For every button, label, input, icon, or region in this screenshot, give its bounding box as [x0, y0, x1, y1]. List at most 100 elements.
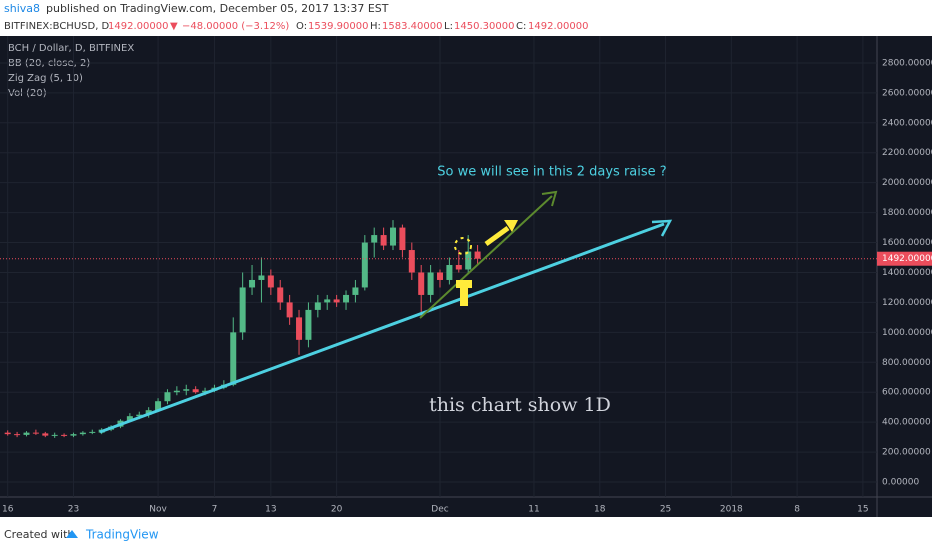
- logo: [66, 530, 78, 538]
- x-tick-label: 2018: [720, 505, 743, 515]
- footer-bg: [0, 517, 932, 550]
- x-tick-label: 25: [660, 505, 671, 515]
- x-tick-label: Nov: [149, 505, 167, 515]
- candle-body: [202, 390, 209, 393]
- last: 1492.00000: [108, 21, 168, 32]
- x-tick-label: 18: [594, 505, 606, 515]
- author[interactable]: shiva8: [4, 2, 40, 15]
- candle-body: [418, 272, 425, 295]
- annotation: this chart show 1D: [429, 394, 611, 416]
- candle-body: [79, 432, 86, 435]
- candle-body: [155, 401, 162, 411]
- candle-body: [145, 410, 152, 415]
- candle-body: [126, 416, 133, 421]
- candle-body: [314, 302, 321, 310]
- y-tick-label: 0.00000: [882, 478, 919, 488]
- candle-body: [258, 275, 265, 280]
- y-tick-label: 2200.00000: [882, 148, 932, 158]
- h: 1583.40000: [382, 21, 442, 32]
- o-label: O:: [296, 21, 307, 32]
- arrow: ▼: [170, 21, 178, 32]
- candle-body: [23, 432, 30, 435]
- x-tick-label: 16: [2, 505, 14, 515]
- candle-body: [192, 389, 199, 393]
- footer-brand[interactable]: TradingView: [85, 528, 159, 542]
- change: −48.00000 (−3.12%): [182, 21, 289, 32]
- y-tick-label: 1400.00000: [882, 268, 932, 278]
- candle-body: [239, 287, 246, 333]
- y-tick-label: 2400.00000: [882, 118, 932, 128]
- x-tick-label: 15: [857, 505, 868, 515]
- candle-body: [267, 275, 274, 288]
- candle-body: [61, 434, 68, 436]
- last-price-label: 1492.00000: [882, 254, 932, 264]
- y-tick-label: 600.00000: [882, 388, 931, 398]
- candle-body: [380, 235, 387, 246]
- candle-body: [42, 433, 49, 436]
- arrow-head: [651, 219, 673, 237]
- x-tick-label: 20: [331, 505, 343, 515]
- candle-body: [136, 414, 143, 417]
- y-tick-label: 1000.00000: [882, 328, 932, 338]
- y-tick-label: 2600.00000: [882, 88, 932, 98]
- candle-body: [437, 272, 443, 280]
- yellow-circle: [454, 237, 472, 255]
- y-tick-label: 800.00000: [882, 358, 931, 368]
- candle-body: [474, 251, 481, 259]
- candle-body: [230, 332, 237, 385]
- candle-body: [343, 294, 350, 303]
- l: 1450.30000: [454, 21, 514, 32]
- candle-body: [164, 392, 171, 402]
- candle-body: [333, 299, 340, 303]
- c: 1492.00000: [528, 21, 588, 32]
- legend-item: BCH / Dollar, D, BITFINEX: [8, 43, 134, 54]
- candle-body: [465, 251, 472, 270]
- x-tick-label: 23: [68, 505, 79, 515]
- symbol: BITFINEX:BCHUSD, D: [4, 21, 110, 32]
- x-tick-label: Dec: [431, 505, 448, 515]
- x-tick-label: 8: [794, 505, 800, 515]
- y-tick-label: 1200.00000: [882, 298, 932, 308]
- yellow-arrow: [484, 225, 510, 247]
- o: 1539.90000: [308, 21, 368, 32]
- candle-body: [361, 242, 368, 288]
- candle-body: [399, 227, 406, 251]
- candle-body: [249, 279, 256, 288]
- candle-body: [286, 302, 293, 318]
- candle-body: [296, 317, 303, 340]
- legend-item: BB (20, close, 2): [8, 58, 90, 69]
- candle-body: [455, 265, 462, 270]
- last-price-box: [877, 251, 932, 266]
- header-bg: [0, 0, 932, 36]
- candle-body: [51, 434, 58, 436]
- footer-text: Created with: [4, 528, 74, 541]
- candle-body: [4, 432, 11, 435]
- candle-body: [277, 287, 284, 303]
- candle-body: [173, 390, 180, 393]
- l-label: L:: [444, 21, 453, 32]
- y-tick-label: 1800.00000: [882, 208, 932, 218]
- c-label: C:: [516, 21, 526, 32]
- candle-body: [89, 431, 96, 433]
- candle-body: [446, 265, 453, 280]
- h-label: H:: [370, 21, 381, 32]
- candle-body: [70, 434, 77, 436]
- y-tick-label: 2800.00000: [882, 58, 932, 68]
- y-tick-label: 400.00000: [882, 418, 931, 428]
- candle-body: [324, 299, 331, 303]
- annotation: So we will see in this 2 days raise ?: [437, 165, 666, 180]
- y-tick-label: 1600.00000: [882, 238, 932, 248]
- x-tick-label: 7: [212, 505, 218, 515]
- trend-line: [419, 195, 553, 319]
- y-tick-label: 2000.00000: [882, 178, 932, 188]
- y-tick-label: 200.00000: [882, 448, 931, 458]
- trend-line: [99, 222, 665, 434]
- arrow-head: [541, 190, 558, 207]
- legend-item: Vol (20): [8, 88, 47, 99]
- candle-body: [408, 250, 415, 273]
- yellow-marker: [456, 280, 472, 306]
- x-tick-label: 13: [265, 505, 276, 515]
- candle-body: [371, 235, 378, 243]
- candle-body: [305, 309, 312, 340]
